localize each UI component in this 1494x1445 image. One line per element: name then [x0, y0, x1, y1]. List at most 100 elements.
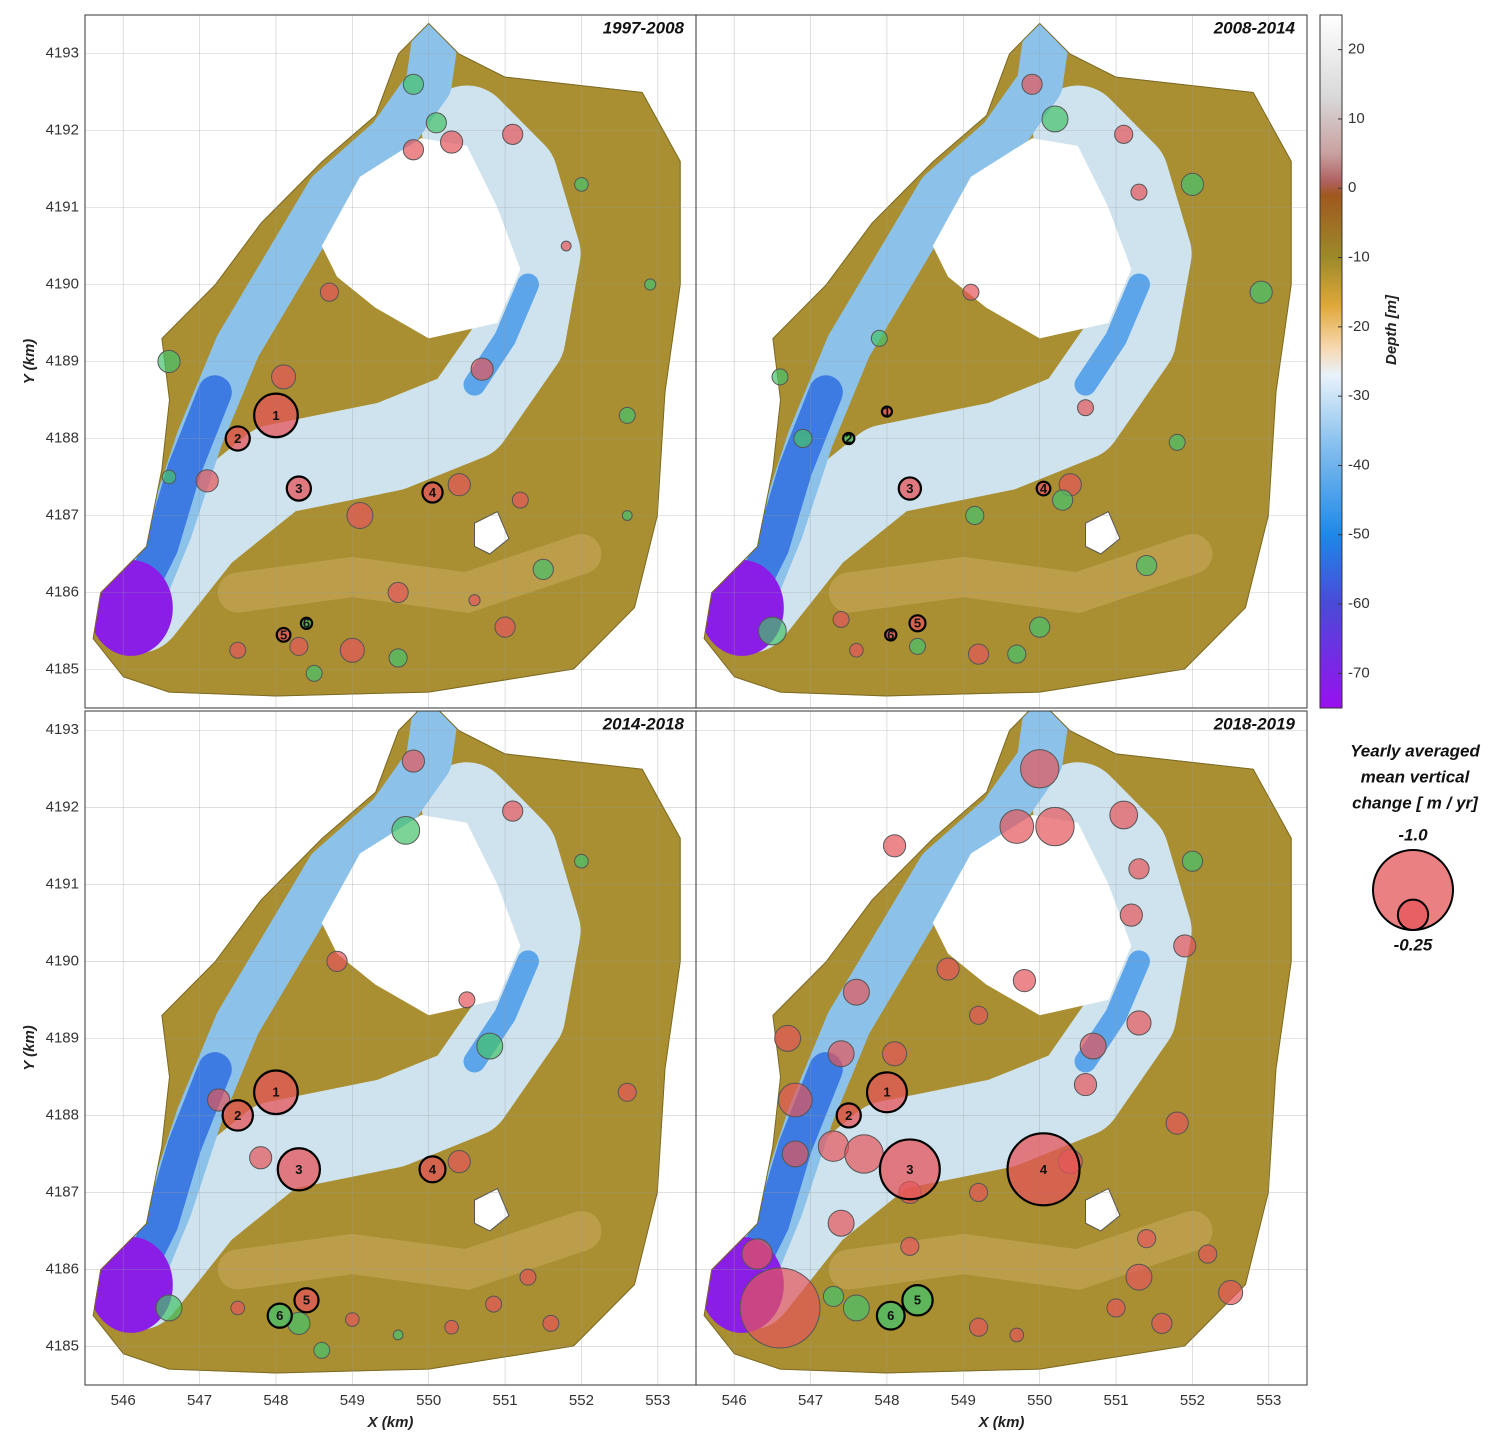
bubble — [794, 429, 812, 447]
site-label: 1 — [883, 404, 890, 419]
bubble — [772, 369, 788, 385]
bubble — [1137, 555, 1157, 575]
bubble — [901, 1237, 919, 1255]
y-tick-label: 4187 — [46, 506, 79, 523]
x-tick-label: 551 — [1104, 1392, 1129, 1409]
map — [89, 699, 681, 1373]
bubble — [1010, 1328, 1024, 1342]
bubble — [495, 617, 515, 637]
bubble — [471, 358, 493, 380]
legend-size-label: -1.0 — [1398, 825, 1428, 844]
legend-bubble — [1398, 900, 1428, 930]
colorbar-tick-label: -40 — [1348, 456, 1370, 473]
y-tick-label: 4191 — [46, 198, 79, 215]
bubble — [230, 642, 246, 658]
site-label: 5 — [280, 627, 287, 642]
bubble — [968, 644, 988, 664]
bubble — [392, 817, 420, 845]
site-label: 2 — [845, 1108, 852, 1123]
panel-title: 2014-2018 — [602, 714, 685, 733]
trench — [89, 1237, 173, 1333]
panel: 4185418641874188418941904191419241931997… — [21, 15, 696, 708]
bubble — [833, 611, 849, 627]
bubble — [543, 1315, 559, 1331]
x-tick-label: 550 — [416, 1392, 441, 1409]
bubble — [388, 582, 408, 602]
bubble — [1199, 1245, 1217, 1263]
y-axis-label: Y (km) — [21, 1025, 38, 1071]
bubble — [970, 1318, 988, 1336]
colorbar-tick-label: -70 — [1348, 664, 1370, 681]
legend-title: change [ m / yr] — [1352, 793, 1479, 812]
y-tick-label: 4186 — [46, 1260, 79, 1277]
site-label: 4 — [429, 485, 437, 500]
bubble — [970, 1183, 988, 1201]
bubble — [742, 1239, 772, 1269]
bubble — [290, 637, 308, 655]
bubble — [327, 951, 347, 971]
bubble — [778, 1083, 812, 1117]
bubble — [843, 979, 869, 1005]
bubble — [231, 1301, 245, 1315]
bubble — [1000, 810, 1034, 844]
bubble — [1022, 74, 1042, 94]
colorbar-tick-label: -60 — [1348, 595, 1370, 612]
y-tick-label: 4192 — [46, 798, 79, 815]
site-label: 4 — [429, 1162, 437, 1177]
bubble — [828, 1041, 854, 1067]
bubble — [448, 1151, 470, 1173]
bubble — [1131, 184, 1147, 200]
x-tick-label: 546 — [111, 1392, 136, 1409]
site-label: 5 — [914, 616, 921, 631]
x-tick-label: 546 — [722, 1392, 747, 1409]
site-label: 1 — [272, 1085, 279, 1100]
bubble — [389, 649, 407, 667]
site-label: 2 — [234, 1108, 241, 1123]
site-label: 6 — [303, 616, 310, 631]
bubble — [1174, 935, 1196, 957]
colorbar-tick-label: -30 — [1348, 387, 1370, 404]
x-tick-label: 552 — [569, 1392, 594, 1409]
site-label: 3 — [906, 1162, 913, 1177]
panel-title: 1997-2008 — [603, 18, 685, 37]
bubble — [561, 241, 571, 251]
bubble — [937, 958, 959, 980]
y-tick-label: 4188 — [46, 429, 79, 446]
bubble — [403, 140, 423, 160]
y-tick-label: 4186 — [46, 583, 79, 600]
x-tick-label: 553 — [645, 1392, 670, 1409]
bubble — [196, 470, 218, 492]
bubble — [1013, 970, 1035, 992]
site-label: 4 — [1040, 1162, 1048, 1177]
y-tick-label: 4189 — [46, 1029, 79, 1046]
colorbar-tick-label: -50 — [1348, 526, 1370, 543]
site-label: 6 — [887, 1308, 894, 1323]
bubble — [503, 801, 523, 821]
y-axis-label: Y (km) — [21, 339, 38, 385]
colorbar-tick-label: 10 — [1348, 110, 1365, 127]
bubble — [828, 1210, 854, 1236]
bubble — [845, 1135, 883, 1173]
map-frame — [89, 699, 681, 1373]
site-label: 6 — [887, 627, 894, 642]
y-tick-label: 4191 — [46, 875, 79, 892]
bubble — [622, 511, 632, 521]
map-frame — [700, 23, 1292, 697]
bubble — [393, 1330, 403, 1340]
bubble — [1107, 1299, 1125, 1317]
bubble — [1115, 125, 1133, 143]
bubble — [314, 1342, 330, 1358]
bubble — [1127, 1011, 1151, 1035]
bubble — [1110, 801, 1138, 829]
colorbar-tick-label: -10 — [1348, 249, 1370, 266]
bubble — [575, 178, 589, 192]
bubble — [1074, 1073, 1096, 1095]
x-axis-label: X (km) — [367, 1414, 414, 1431]
bubble — [966, 506, 984, 524]
bubble — [320, 283, 338, 301]
bubble — [1078, 400, 1094, 416]
x-tick-label: 552 — [1180, 1392, 1205, 1409]
panel-title: 2008-2014 — [1213, 18, 1296, 37]
site-label: 1 — [883, 1085, 890, 1100]
site-label: 6 — [276, 1308, 283, 1323]
